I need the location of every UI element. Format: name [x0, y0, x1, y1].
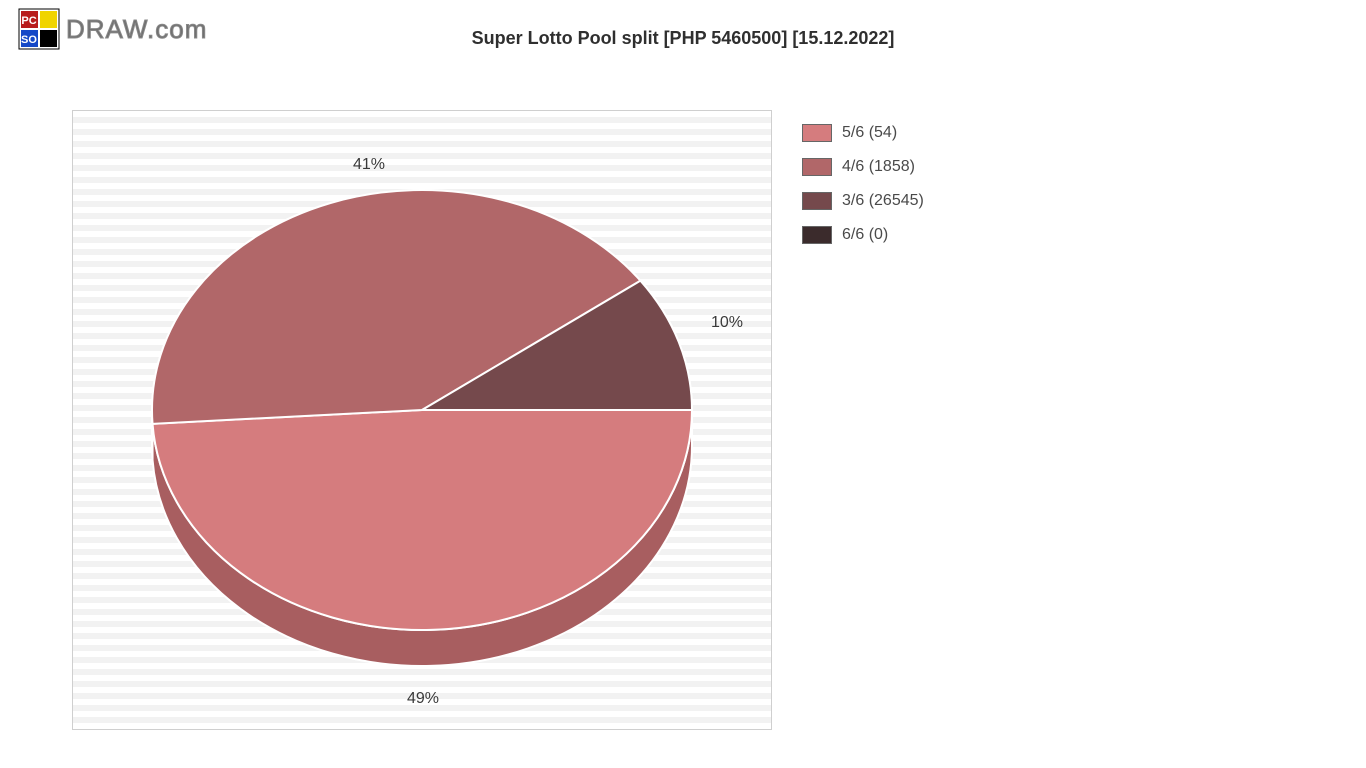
chart-title: Super Lotto Pool split [PHP 5460500] [15… — [0, 28, 1366, 49]
legend-swatch-three_six — [802, 192, 832, 210]
legend-swatch-five_six — [802, 124, 832, 142]
legend-label-four_six: 4/6 (1858) — [842, 158, 915, 176]
legend-swatch-four_six — [802, 158, 832, 176]
legend-label-five_six: 5/6 (54) — [842, 124, 897, 142]
chart-frame: 49% 41% 10% — [72, 110, 772, 730]
legend-label-six_six: 6/6 (0) — [842, 226, 888, 244]
legend-item-three_six: 3/6 (26545) — [802, 184, 924, 218]
slice-label-five_six: 49% — [407, 690, 439, 708]
legend-item-five_six: 5/6 (54) — [802, 116, 924, 150]
slice-label-three_six: 10% — [711, 314, 743, 332]
legend-swatch-six_six — [802, 226, 832, 244]
legend-label-three_six: 3/6 (26545) — [842, 192, 924, 210]
legend-item-six_six: 6/6 (0) — [802, 218, 924, 252]
page-root: PC SO DRAW.com Super Lotto Pool split [P… — [0, 0, 1366, 768]
legend: 5/6 (54) 4/6 (1858) 3/6 (26545) 6/6 (0) — [802, 116, 924, 252]
legend-item-four_six: 4/6 (1858) — [802, 150, 924, 184]
slice-label-four_six: 41% — [353, 156, 385, 174]
svg-text:PC: PC — [21, 15, 36, 27]
